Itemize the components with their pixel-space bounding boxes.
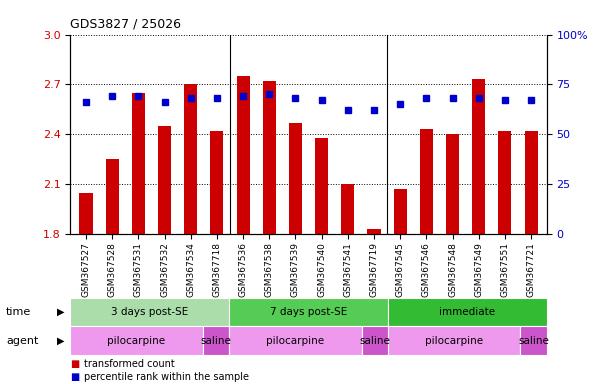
Text: 3 days post-SE: 3 days post-SE <box>111 307 188 317</box>
Bar <box>79 193 92 234</box>
Bar <box>499 131 511 234</box>
Bar <box>393 189 407 234</box>
Bar <box>289 123 302 234</box>
Text: pilocarpine: pilocarpine <box>425 336 483 346</box>
Bar <box>210 131 224 234</box>
Text: ■: ■ <box>70 359 79 369</box>
Bar <box>446 134 459 234</box>
Text: percentile rank within the sample: percentile rank within the sample <box>84 372 249 382</box>
Bar <box>203 326 229 355</box>
Bar <box>263 81 276 234</box>
Bar <box>315 138 328 234</box>
Bar <box>106 159 119 234</box>
Bar <box>367 229 381 234</box>
Bar <box>132 93 145 234</box>
Text: pilocarpine: pilocarpine <box>266 336 324 346</box>
Text: ■: ■ <box>70 372 79 382</box>
Text: immediate: immediate <box>439 307 496 317</box>
Text: GDS3827 / 25026: GDS3827 / 25026 <box>70 18 181 31</box>
Bar <box>158 126 171 234</box>
Bar <box>388 298 547 326</box>
Bar <box>521 326 547 355</box>
Bar <box>388 326 521 355</box>
Bar <box>525 131 538 234</box>
Text: 7 days post-SE: 7 days post-SE <box>270 307 347 317</box>
Bar <box>362 326 388 355</box>
Bar <box>229 326 362 355</box>
Bar <box>420 129 433 234</box>
Text: agent: agent <box>6 336 38 346</box>
Bar <box>342 184 354 234</box>
Bar <box>229 298 388 326</box>
Text: ▶: ▶ <box>57 307 64 317</box>
Bar <box>70 298 229 326</box>
Bar <box>472 79 485 234</box>
Text: pilocarpine: pilocarpine <box>108 336 166 346</box>
Bar <box>70 326 203 355</box>
Text: transformed count: transformed count <box>84 359 175 369</box>
Text: saline: saline <box>200 336 232 346</box>
Text: time: time <box>6 307 31 317</box>
Text: saline: saline <box>359 336 390 346</box>
Bar <box>184 84 197 234</box>
Text: saline: saline <box>518 336 549 346</box>
Bar <box>236 76 250 234</box>
Text: ▶: ▶ <box>57 336 64 346</box>
